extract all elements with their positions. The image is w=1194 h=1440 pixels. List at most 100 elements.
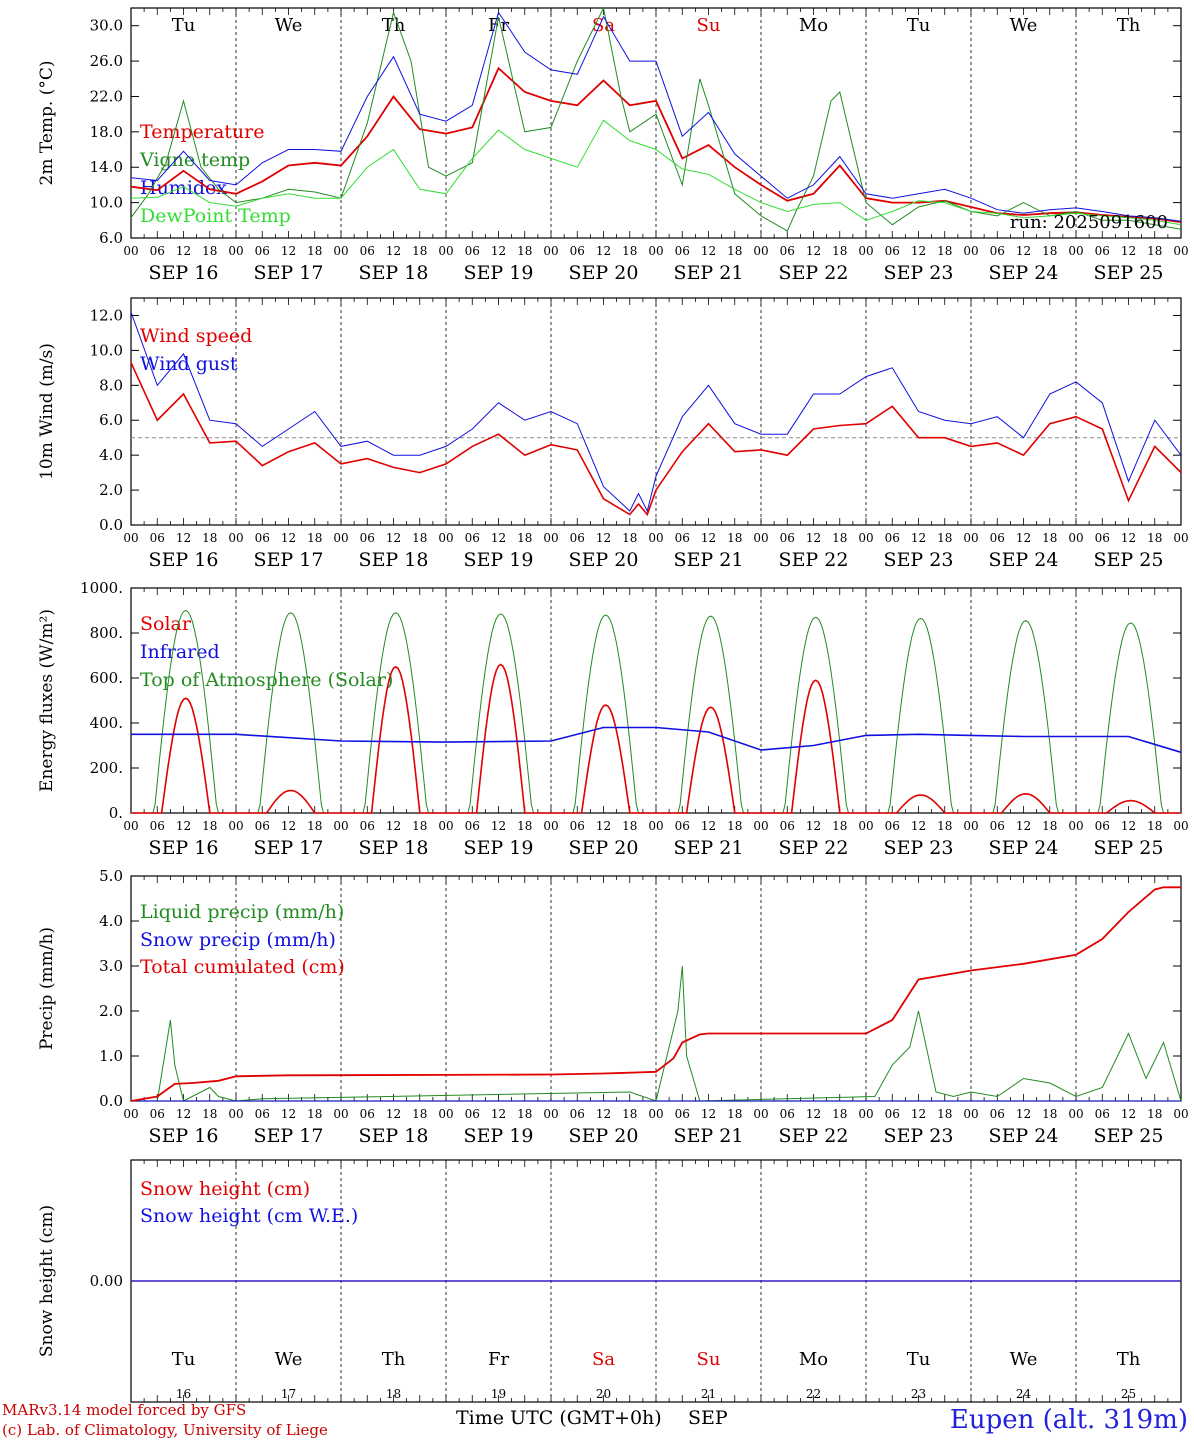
hour-label: 00 bbox=[1173, 244, 1188, 258]
legend-entry: Snow precip (mm/h) bbox=[140, 929, 336, 951]
hour-label: 18 bbox=[727, 244, 742, 258]
day-number-label: 19 bbox=[491, 1387, 506, 1401]
hour-label: 12 bbox=[386, 1107, 401, 1121]
date-label: SEP 17 bbox=[254, 837, 324, 859]
y-tick-label: 6.0 bbox=[99, 229, 123, 247]
y-tick-label: 1.0 bbox=[99, 1047, 123, 1065]
hour-label: 18 bbox=[517, 531, 532, 545]
hour-label: 12 bbox=[491, 244, 506, 258]
legend-entry: Top of Atmosphere (Solar) bbox=[140, 669, 393, 691]
hour-label: 18 bbox=[1147, 531, 1162, 545]
hour-label: 12 bbox=[176, 244, 191, 258]
hour-label: 12 bbox=[386, 531, 401, 545]
hour-label: 00 bbox=[228, 531, 243, 545]
y-tick-label: 6.0 bbox=[99, 411, 123, 429]
hour-label: 06 bbox=[885, 244, 900, 258]
hour-label: 18 bbox=[622, 819, 637, 833]
hour-label: 18 bbox=[307, 244, 322, 258]
day-of-week-label: We bbox=[275, 1349, 303, 1370]
date-label: SEP 18 bbox=[359, 549, 429, 571]
date-label: SEP 24 bbox=[989, 837, 1059, 859]
hour-label: 00 bbox=[333, 244, 348, 258]
date-label: SEP 24 bbox=[989, 549, 1059, 571]
hour-label: 12 bbox=[596, 1107, 611, 1121]
hour-label: 18 bbox=[307, 1107, 322, 1121]
date-label: SEP 19 bbox=[464, 549, 534, 571]
day-of-week-label: Tu bbox=[172, 1349, 196, 1370]
hour-label: 12 bbox=[491, 1107, 506, 1121]
y-tick-label: 0.0 bbox=[99, 516, 123, 534]
day-number-label: 22 bbox=[806, 1387, 821, 1401]
legend-entry: Wind speed bbox=[140, 325, 252, 347]
date-label: SEP 22 bbox=[779, 1125, 849, 1147]
hour-label: 12 bbox=[281, 244, 296, 258]
hour-label: 06 bbox=[990, 819, 1005, 833]
hour-label: 00 bbox=[963, 1107, 978, 1121]
date-label: SEP 19 bbox=[464, 262, 534, 284]
day-of-week-label: We bbox=[1010, 15, 1038, 36]
hour-label: 12 bbox=[1016, 244, 1031, 258]
hour-label: 06 bbox=[150, 244, 165, 258]
hour-label: 00 bbox=[1068, 1107, 1083, 1121]
date-label: SEP 22 bbox=[779, 837, 849, 859]
hour-label: 06 bbox=[255, 244, 270, 258]
day-of-week-label: Sa bbox=[592, 15, 615, 36]
hour-label: 06 bbox=[465, 1107, 480, 1121]
hour-label: 00 bbox=[753, 1107, 768, 1121]
hour-label: 00 bbox=[543, 531, 558, 545]
hour-label: 18 bbox=[202, 244, 217, 258]
hour-label: 12 bbox=[1016, 531, 1031, 545]
legend-entry: Humidex bbox=[140, 177, 227, 199]
hour-label: 12 bbox=[701, 819, 716, 833]
footer-credit-line: (c) Lab. of Climatology, University of L… bbox=[2, 1421, 328, 1439]
hour-label: 06 bbox=[780, 244, 795, 258]
hour-label: 00 bbox=[963, 244, 978, 258]
hour-label: 00 bbox=[648, 1107, 663, 1121]
hour-label: 18 bbox=[307, 531, 322, 545]
hour-label: 00 bbox=[333, 819, 348, 833]
y-tick-label: 5.0 bbox=[99, 867, 123, 885]
hour-label: 12 bbox=[701, 1107, 716, 1121]
hour-label: 00 bbox=[963, 819, 978, 833]
hour-label: 06 bbox=[360, 1107, 375, 1121]
hour-label: 06 bbox=[255, 819, 270, 833]
hour-label: 00 bbox=[1173, 1107, 1188, 1121]
date-label: SEP 20 bbox=[569, 837, 639, 859]
date-label: SEP 24 bbox=[989, 262, 1059, 284]
hour-label: 18 bbox=[937, 531, 952, 545]
date-label: SEP 19 bbox=[464, 1125, 534, 1147]
hour-label: 00 bbox=[543, 1107, 558, 1121]
date-label: SEP 18 bbox=[359, 837, 429, 859]
legend-entry: DewPoint Temp bbox=[140, 205, 291, 227]
y-tick-label: 3.0 bbox=[99, 957, 123, 975]
y-axis-title: 10m Wind (m/s) bbox=[37, 343, 57, 480]
day-of-week-label: Tu bbox=[907, 15, 931, 36]
hour-label: 18 bbox=[622, 1107, 637, 1121]
y-tick-label: 0. bbox=[109, 804, 123, 822]
y-tick-label: 2.0 bbox=[99, 481, 123, 499]
day-of-week-label: We bbox=[275, 15, 303, 36]
legend-entry: Solar bbox=[140, 613, 192, 635]
date-label: SEP 25 bbox=[1094, 262, 1164, 284]
hour-label: 00 bbox=[438, 531, 453, 545]
hour-label: 18 bbox=[1042, 819, 1057, 833]
day-number-label: 18 bbox=[386, 1387, 401, 1401]
hour-label: 00 bbox=[1068, 244, 1083, 258]
hour-label: 18 bbox=[412, 531, 427, 545]
date-label: SEP 22 bbox=[779, 549, 849, 571]
hour-label: 06 bbox=[885, 531, 900, 545]
y-tick-label: 600. bbox=[90, 669, 123, 687]
date-label: SEP 17 bbox=[254, 262, 324, 284]
hour-label: 06 bbox=[465, 531, 480, 545]
y-tick-label: 0.0 bbox=[99, 1092, 123, 1110]
hour-label: 12 bbox=[491, 819, 506, 833]
y-tick-label: 1000. bbox=[80, 579, 123, 597]
hour-label: 12 bbox=[1016, 819, 1031, 833]
legend-entry: Infrared bbox=[140, 641, 220, 663]
day-number-label: 25 bbox=[1121, 1387, 1136, 1401]
hour-label: 12 bbox=[806, 819, 821, 833]
hour-label: 00 bbox=[1068, 531, 1083, 545]
y-tick-label: 22.0 bbox=[90, 87, 123, 105]
legend-entry: Wind gust bbox=[140, 353, 238, 375]
hour-label: 18 bbox=[622, 244, 637, 258]
